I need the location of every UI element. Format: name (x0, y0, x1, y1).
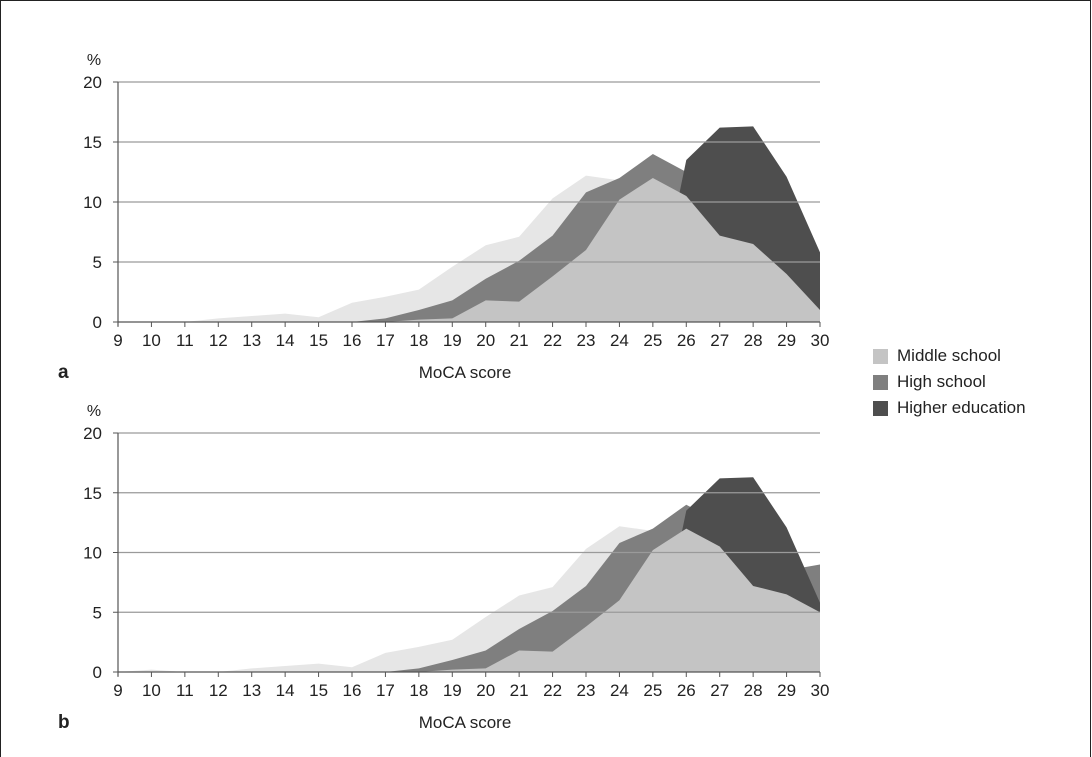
panel-a-x-tick-label-25: 25 (643, 331, 662, 350)
panel-a-x-tick-label-26: 26 (677, 331, 696, 350)
legend-item-high-school: High school (873, 369, 1026, 395)
panel-b-x-tick-label-18: 18 (409, 681, 428, 700)
panel-b-y-tick-label-20: 20 (83, 424, 102, 443)
panel-b-x-axis-title: MoCA score (419, 713, 512, 732)
panel-b-x-tick-label-10: 10 (142, 681, 161, 700)
panel-a-y-tick-label-5: 5 (93, 253, 102, 272)
panel-a-x-tick-label-18: 18 (409, 331, 428, 350)
panel-a-x-tick-label-9: 9 (113, 331, 122, 350)
legend-item-middle-school: Middle school (873, 343, 1026, 369)
panel-b-x-tick-label-17: 17 (376, 681, 395, 700)
panel-a-x-tick-label-29: 29 (777, 331, 796, 350)
panel-b-x-tick-label-14: 14 (276, 681, 295, 700)
panel-b-x-tick-label-11: 11 (176, 681, 194, 700)
panel-a-x-tick-label-11: 11 (176, 331, 194, 350)
panel-b-y-tick-label-15: 15 (83, 484, 102, 503)
panel-b-x-tick-label-19: 19 (443, 681, 462, 700)
panel-a-x-tick-label-12: 12 (209, 331, 228, 350)
panel-a-x-tick-label-10: 10 (142, 331, 161, 350)
panel-b-x-tick-label-13: 13 (242, 681, 261, 700)
legend-swatch-higher-education (873, 400, 888, 416)
panel-a-x-tick-label-30: 30 (811, 331, 830, 350)
panel-a-y-tick-label-15: 15 (83, 133, 102, 152)
panel-a-x-tick-label-17: 17 (376, 331, 395, 350)
legend-label-higher-education: Higher education (897, 398, 1026, 417)
panel-b-x-tick-label-9: 9 (113, 681, 122, 700)
panel-a-area-middle-school (118, 178, 820, 322)
panel-b-y-tick-label-0: 0 (93, 663, 102, 682)
panel-a-x-tick-label-22: 22 (543, 331, 562, 350)
panel-a-x-tick-label-16: 16 (343, 331, 362, 350)
legend-swatch-middle-school (873, 348, 888, 364)
panel-a-y-tick-label-20: 20 (83, 73, 102, 92)
panel-a-x-tick-label-23: 23 (577, 331, 596, 350)
panel-b-x-tick-label-15: 15 (309, 681, 328, 700)
legend-swatch-high-school (873, 374, 888, 390)
panel-a-x-tick-label-21: 21 (510, 331, 529, 350)
panel-b-x-tick-label-25: 25 (643, 681, 662, 700)
panel-b-x-tick-label-20: 20 (476, 681, 495, 700)
panel-a-x-tick-label-15: 15 (309, 331, 328, 350)
panel-b-x-tick-label-24: 24 (610, 681, 629, 700)
panel-b-x-tick-label-22: 22 (543, 681, 562, 700)
panel-b-x-tick-label-30: 30 (811, 681, 830, 700)
panel-a-y-tick-label-10: 10 (83, 193, 102, 212)
panel-b-x-tick-label-26: 26 (677, 681, 696, 700)
panel-a-y-tick-label-0: 0 (93, 313, 102, 332)
panel-b-x-tick-label-28: 28 (744, 681, 763, 700)
panel-a-x-tick-label-27: 27 (710, 331, 729, 350)
panel-a-x-tick-label-19: 19 (443, 331, 462, 350)
panel-a-x-tick-label-13: 13 (242, 331, 261, 350)
panel-a-x-tick-label-28: 28 (744, 331, 763, 350)
panel-b-panel-letter: b (58, 712, 70, 733)
panel-b-x-tick-label-12: 12 (209, 681, 228, 700)
panel-a-y-unit-label: % (87, 52, 101, 69)
panel-b-area-middle-school (118, 528, 820, 672)
panel-a-x-tick-label-24: 24 (610, 331, 629, 350)
panel-b-y-unit-label: % (87, 403, 101, 420)
legend-label-middle-school: Middle school (897, 346, 1001, 365)
panel-a-x-tick-label-14: 14 (276, 331, 295, 350)
panel-b-y-tick-label-10: 10 (83, 544, 102, 563)
legend-item-higher-education: Higher education (873, 395, 1026, 421)
panel-b-x-tick-label-21: 21 (510, 681, 529, 700)
panel-a-x-tick-label-20: 20 (476, 331, 495, 350)
legend: Middle school High school Higher educati… (873, 343, 1026, 421)
legend-label-high-school: High school (897, 372, 986, 391)
panel-b-x-tick-label-29: 29 (777, 681, 796, 700)
panel-b-y-tick-label-5: 5 (93, 603, 102, 622)
panel-b-x-tick-label-16: 16 (343, 681, 362, 700)
panel-b-x-tick-label-27: 27 (710, 681, 729, 700)
panel-a-panel-letter: a (58, 362, 69, 383)
panel-b-x-tick-label-23: 23 (577, 681, 596, 700)
panel-a-x-axis-title: MoCA score (419, 363, 512, 382)
